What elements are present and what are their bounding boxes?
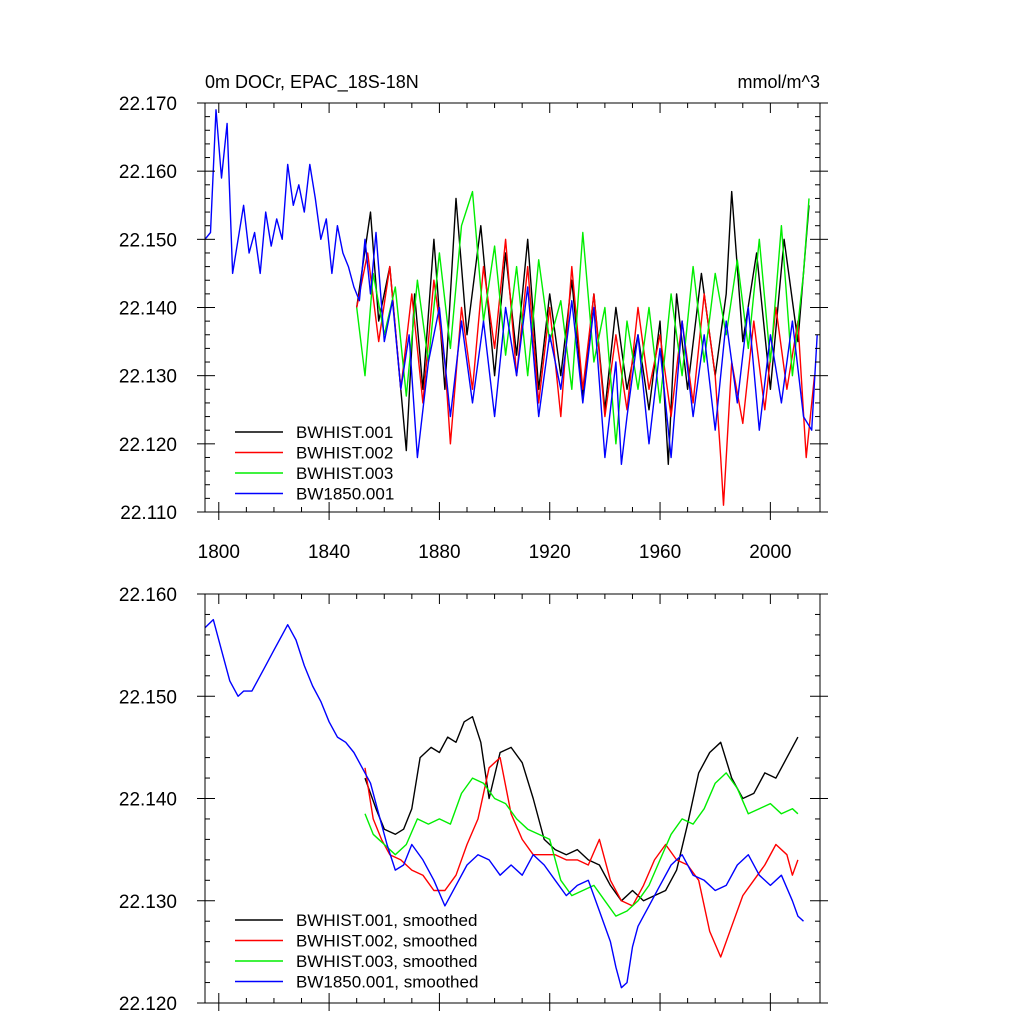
x-tick-label: 1840 <box>308 542 350 563</box>
y-tick-label: 22.150 <box>119 687 177 708</box>
y-tick-label: 22.160 <box>119 162 177 183</box>
y-tick-label: 22.150 <box>119 230 177 251</box>
units-label: mmol/m^3 <box>738 72 820 92</box>
x-tick-label: 1880 <box>418 542 460 563</box>
legend-label: BWHIST.001, smoothed <box>296 911 477 930</box>
series-line-2 <box>356 238 816 506</box>
y-tick-label: 22.160 <box>119 585 177 606</box>
y-tick-label: 22.120 <box>119 994 177 1015</box>
x-tick-label: 1920 <box>529 542 571 563</box>
y-tick-label: 22.140 <box>119 299 177 320</box>
series-line-1 <box>364 716 799 902</box>
y-tick-label: 22.140 <box>119 790 177 811</box>
legend-label: BWHIST.002 <box>296 444 393 463</box>
legend-label: BW1850.001 <box>296 485 394 504</box>
y-tick-label: 22.130 <box>119 892 177 913</box>
legend-label: BWHIST.002, smoothed <box>296 932 477 951</box>
bottom-panel-legend: BWHIST.001, smoothed BWHIST.002, smoothed… <box>235 911 478 992</box>
series-line-2 <box>364 756 799 958</box>
y-tick-label: 22.110 <box>120 503 177 524</box>
x-tick-label: 1800 <box>198 542 240 563</box>
legend-label: BWHIST.003 <box>296 464 393 483</box>
y-tick-label: 22.130 <box>119 367 177 388</box>
legend-label: BWHIST.003, smoothed <box>296 952 477 971</box>
x-tick-label: 2000 <box>749 542 791 563</box>
top-panel: 1800 1840 1880 1920 1960 2000 22.110 22.120 22.1… <box>119 72 828 563</box>
series-line-4 <box>204 618 804 989</box>
chart-title: 0m DOCr, EPAC_18S-18N <box>205 72 419 93</box>
series-line-3 <box>364 772 799 917</box>
top-panel-series-lines <box>204 109 818 506</box>
legend-label: BWHIST.001 <box>296 423 393 442</box>
top-panel-ticks: 1800 1840 1880 1920 1960 2000 22.110 22.120 22.1… <box>119 94 828 563</box>
bottom-panel: 22.120 22.130 22.140 22.150 22.160 BWHIST.00… <box>119 585 828 1015</box>
series-line-4 <box>204 109 818 465</box>
series-line-1 <box>356 190 810 465</box>
x-tick-label: 1960 <box>639 542 681 563</box>
bottom-panel-ticks: 22.120 22.130 22.140 22.150 22.160 <box>119 585 828 1015</box>
y-tick-label: 22.170 <box>119 94 177 115</box>
legend-label: BW1850.001, smoothed <box>296 973 478 992</box>
y-tick-label: 22.120 <box>119 435 177 456</box>
bottom-panel-series-lines <box>204 618 804 989</box>
